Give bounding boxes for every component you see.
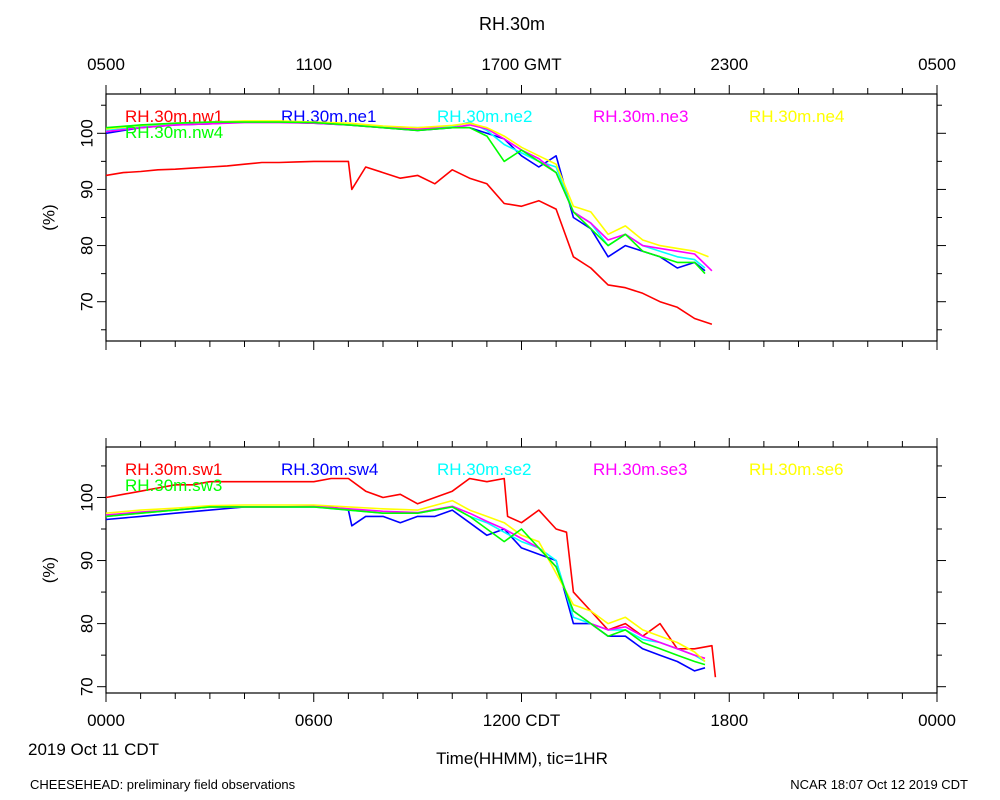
series-line-RH.30m.sw3 xyxy=(105,506,706,666)
y-tick-label: 70 xyxy=(77,677,96,696)
panel-north: 70 80 90 100 (%) 0500 1100 1700 GMT 2300 0500 RH.3… xyxy=(39,55,956,350)
top-axis-tick-label: 1700 GMT xyxy=(481,55,561,74)
bottom-axis-tick-label: 0000 xyxy=(87,711,125,730)
legend-label-RH.30m.nw4: RH.30m.nw4 xyxy=(125,123,223,142)
y-tick-label: 70 xyxy=(77,292,96,311)
series-line-RH.30m.ne2 xyxy=(105,121,706,269)
legend-label-RH.30m.se2: RH.30m.se2 xyxy=(437,460,531,479)
series-line-RH.30m.nw4 xyxy=(105,121,706,275)
footer-right: NCAR 18:07 Oct 12 2019 CDT xyxy=(790,777,968,792)
y-tick-label: 100 xyxy=(77,119,96,147)
y-tick-label: 90 xyxy=(77,180,96,199)
top-axis-tick-label: 0500 xyxy=(87,55,125,74)
series-line-RH.30m.ne1 xyxy=(105,121,706,272)
bottom-axis-tick-label: 1800 xyxy=(710,711,748,730)
bottom-axis-tick-label: 0600 xyxy=(295,711,333,730)
chart-title: RH.30m xyxy=(479,14,545,34)
legend-label-RH.30m.se6: RH.30m.se6 xyxy=(749,460,843,479)
top-axis-tick-label: 1100 xyxy=(295,55,332,74)
y-tick-label: 80 xyxy=(77,614,96,633)
plot-frame xyxy=(105,446,938,694)
footer-left: CHEESEHEAD: preliminary field observatio… xyxy=(30,777,296,792)
series-line-RH.30m.sw4 xyxy=(105,506,706,672)
y-tick-label: 100 xyxy=(77,483,96,511)
legend-label-RH.30m.ne3: RH.30m.ne3 xyxy=(593,107,688,126)
panel-south: 70 80 90 100 (%) 0000 0600 1200 CDT 1800 0000 RH.3… xyxy=(39,438,956,730)
legend-label-RH.30m.ne4: RH.30m.ne4 xyxy=(749,107,844,126)
x-axis-label: Time(HHMM), tic=1HR xyxy=(436,749,608,768)
legend-label-RH.30m.sw3: RH.30m.sw3 xyxy=(125,476,222,495)
series-line-RH.30m.se2 xyxy=(105,506,706,663)
series-line-RH.30m.sw1 xyxy=(105,477,717,678)
series-line-RH.30m.ne4 xyxy=(105,120,709,258)
bottom-axis-tick-label: 1200 CDT xyxy=(483,711,560,730)
legend-label-RH.30m.se3: RH.30m.se3 xyxy=(593,460,687,479)
date-label: 2019 Oct 11 CDT xyxy=(28,740,159,759)
top-axis-tick-label: 2300 xyxy=(710,55,748,74)
series-line-RH.30m.se6 xyxy=(105,499,706,663)
top-axis-tick-label: 0500 xyxy=(918,55,956,74)
bottom-axis-tick-label: 0000 xyxy=(918,711,956,730)
legend-label-RH.30m.nw1: RH.30m.nw1 xyxy=(125,107,223,126)
y-tick-label: 80 xyxy=(77,236,96,255)
legend-label-RH.30m.ne2: RH.30m.ne2 xyxy=(437,107,532,126)
y-axis-label: (%) xyxy=(39,204,58,230)
legend-label-RH.30m.sw4: RH.30m.sw4 xyxy=(281,460,378,479)
y-axis-label: (%) xyxy=(39,557,58,583)
plot-frame xyxy=(105,93,938,342)
legend-label-RH.30m.sw1: RH.30m.sw1 xyxy=(125,460,222,479)
y-tick-label: 90 xyxy=(77,551,96,570)
series-line-RH.30m.nw1 xyxy=(105,160,713,325)
